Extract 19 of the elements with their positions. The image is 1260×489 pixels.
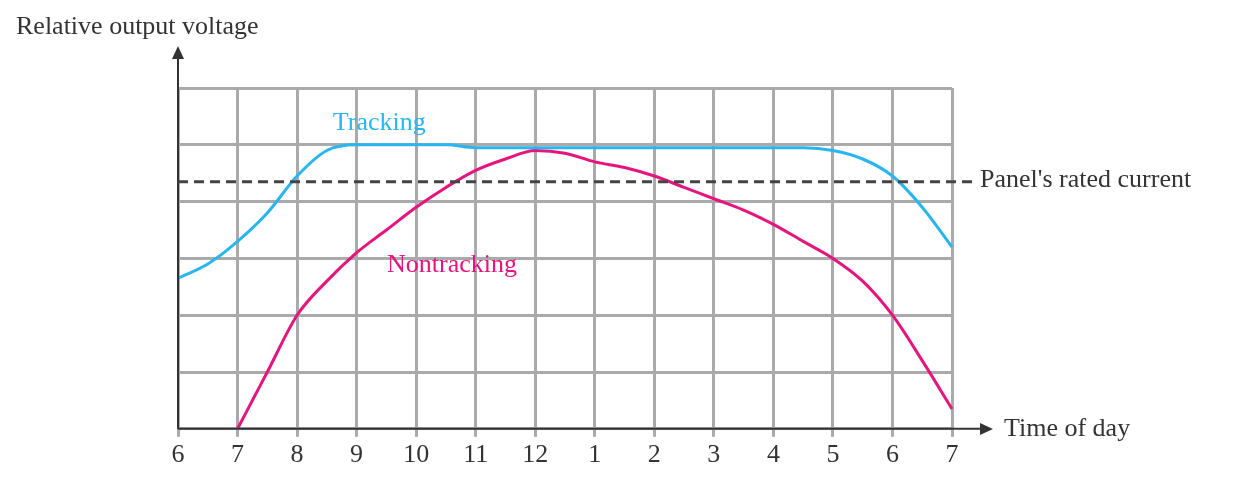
x-tick-label: 7	[945, 439, 959, 469]
ref-line-label: Panel's rated current	[980, 163, 1192, 193]
x-tick-label: 9	[350, 439, 364, 469]
x-axis-title: Time of day	[1004, 412, 1131, 442]
x-tick-label: 8	[290, 439, 304, 469]
series-label: Nontracking	[386, 248, 517, 278]
series-label: Tracking	[332, 107, 426, 137]
x-tick-label: 1	[588, 439, 602, 469]
y-axis-title: Relative output voltage	[16, 10, 259, 40]
x-tick-label: 7	[231, 439, 245, 469]
x-tick-label: 5	[826, 439, 840, 469]
x-tick-label: 3	[707, 439, 721, 469]
x-tick-label: 2	[647, 439, 661, 469]
x-tick-label: 12	[522, 439, 549, 469]
x-tick-label: 6	[885, 439, 899, 469]
x-tick-label: 10	[403, 439, 430, 469]
x-tick-label: 6	[171, 439, 185, 469]
x-tick-label: 11	[463, 439, 489, 469]
x-tick-label: 4	[766, 439, 780, 469]
